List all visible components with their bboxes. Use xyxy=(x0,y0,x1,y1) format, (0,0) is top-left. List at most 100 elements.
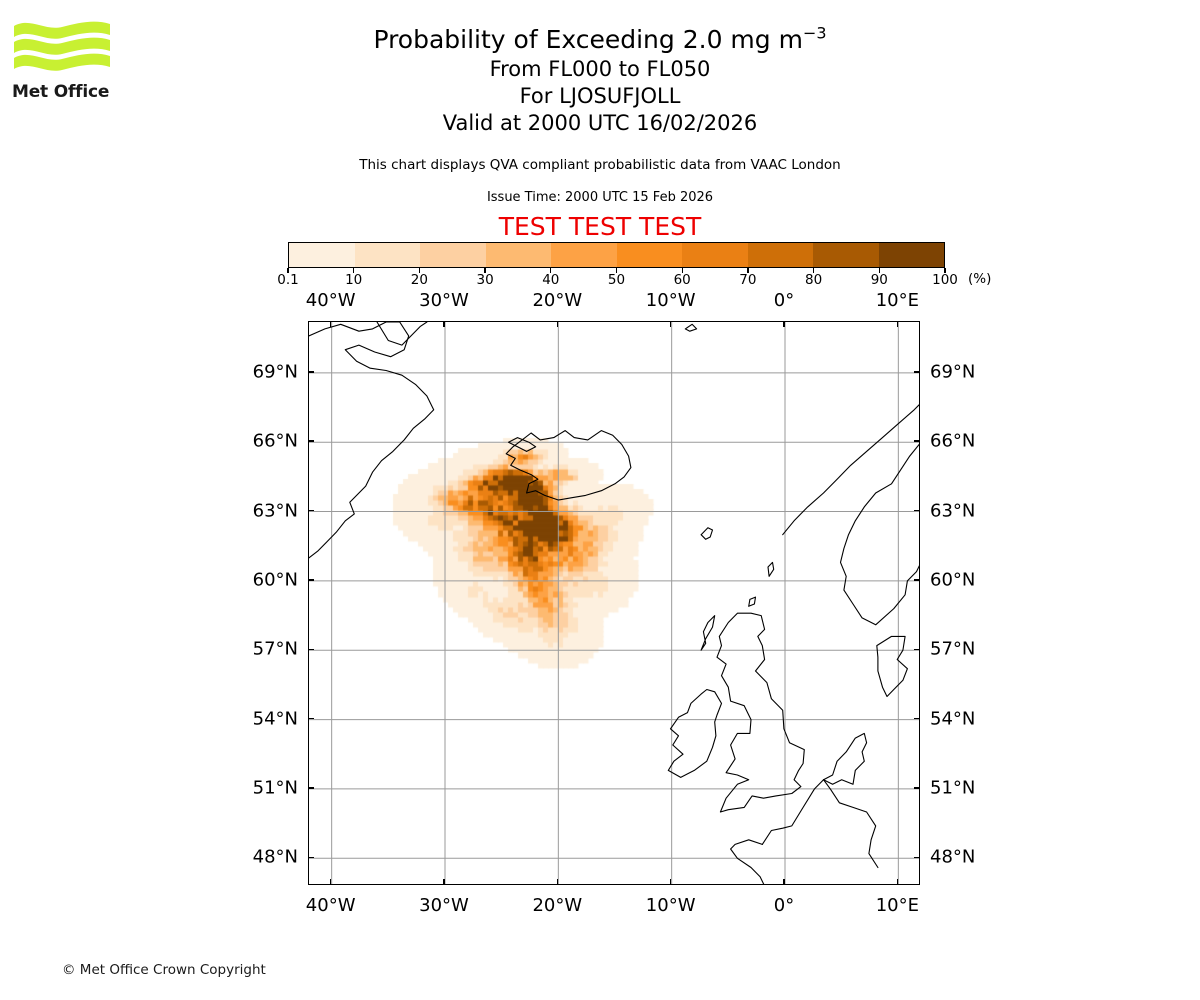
colorbar-segment-7 xyxy=(747,243,813,267)
lat-label-right-7: 69°N xyxy=(930,361,976,383)
lat-label-left-3: 57°N xyxy=(252,638,298,660)
flight-level-subtitle: From FL000 to FL050 xyxy=(489,57,711,81)
lat-label-right-5: 63°N xyxy=(930,500,976,522)
colorbar-segment-2 xyxy=(420,243,486,267)
lon-label-bottom-3: 10°W xyxy=(645,895,696,916)
lat-tick-left-7 xyxy=(308,371,314,373)
colorbar-unit-label: (%) xyxy=(968,271,992,287)
logo-wave-1 xyxy=(14,21,110,39)
ash-probability-heatmap xyxy=(309,322,919,884)
met-office-logo: Met Office xyxy=(12,18,122,118)
colorbar-tick-9 xyxy=(878,268,880,273)
colorbar-tick-8 xyxy=(812,268,815,273)
lon-tick-top-5 xyxy=(896,321,899,327)
colorbar-segment-0 xyxy=(289,243,355,267)
lon-label-top-0: 40°W xyxy=(305,290,356,311)
lon-tick-bottom-4 xyxy=(783,879,785,885)
logo-wave-2 xyxy=(14,37,110,55)
lat-label-right-0: 48°N xyxy=(930,846,976,868)
lat-tick-right-1 xyxy=(914,787,920,789)
lon-label-bottom-1: 30°W xyxy=(419,895,469,916)
colorbar-tick-5 xyxy=(615,268,618,273)
lat-tick-left-0 xyxy=(308,856,314,858)
issue-time: Issue Time: 2000 UTC 15 Feb 2026 xyxy=(486,190,714,205)
lon-label-bottom-0: 40°W xyxy=(305,895,356,916)
lon-tick-bottom-2 xyxy=(556,879,559,885)
lat-label-left-6: 66°N xyxy=(252,430,298,452)
lat-tick-right-0 xyxy=(914,856,920,858)
lon-label-top-2: 20°W xyxy=(532,290,583,311)
lon-label-top-3: 10°W xyxy=(645,290,696,311)
met-office-wave-mark xyxy=(14,21,110,71)
map-plot-area xyxy=(308,321,920,885)
lat-label-right-4: 60°N xyxy=(930,569,976,591)
lat-tick-right-7 xyxy=(914,371,920,373)
test-banner: TEST TEST TEST xyxy=(498,212,702,241)
lat-label-left-1: 51°N xyxy=(252,777,298,799)
colorbar-segment-1 xyxy=(354,243,420,267)
colorbar-segment-8 xyxy=(813,243,879,267)
lat-label-right-2: 54°N xyxy=(930,708,976,730)
lon-tick-top-4 xyxy=(783,321,785,327)
lat-label-left-0: 48°N xyxy=(252,846,298,868)
lat-tick-left-5 xyxy=(308,509,314,512)
page-title: Probability of Exceeding 2.0 mg m−3 xyxy=(0,24,1200,56)
lon-label-bottom-2: 20°W xyxy=(532,895,583,916)
colorbar-tick-label-0: 0.1 xyxy=(277,272,299,288)
lon-tick-top-1 xyxy=(443,321,445,327)
lat-label-right-6: 66°N xyxy=(930,430,976,452)
lon-tick-top-0 xyxy=(329,321,332,327)
lon-label-bottom-5: 10°E xyxy=(875,895,919,916)
colorbar-tick-label-3: 30 xyxy=(476,272,494,288)
colorbar-tick-4 xyxy=(550,268,552,273)
lat-tick-right-2 xyxy=(914,717,920,720)
chart-note: This chart displays QVA compliant probab… xyxy=(359,157,841,173)
colorbar-tick-6 xyxy=(681,268,683,273)
lat-tick-left-1 xyxy=(308,787,314,789)
lat-tick-right-3 xyxy=(914,648,920,650)
main-title-text: Probability of Exceeding 2.0 mg m xyxy=(373,25,803,54)
colorbar-tick-2 xyxy=(418,268,421,273)
colorbar-tick-label-4: 40 xyxy=(542,272,560,288)
colorbar-tick-label-8: 80 xyxy=(805,272,823,288)
lat-tick-right-4 xyxy=(914,579,920,581)
lon-tick-bottom-5 xyxy=(896,879,899,885)
lat-label-right-3: 57°N xyxy=(930,638,976,660)
lat-label-left-7: 69°N xyxy=(252,361,298,383)
colorbar-tick-1 xyxy=(353,268,355,273)
colorbar xyxy=(288,242,945,268)
colorbar-tick-7 xyxy=(747,268,749,273)
lon-label-top-1: 30°W xyxy=(419,290,469,311)
title-block: Probability of Exceeding 2.0 mg m−3 From… xyxy=(0,24,1200,137)
lon-tick-bottom-0 xyxy=(329,879,332,885)
colorbar-tick-label-7: 70 xyxy=(739,272,757,288)
volcano-subtitle: For LJOSUFJOLL xyxy=(519,84,681,108)
colorbar-segment-6 xyxy=(682,243,748,267)
colorbar-segment-9 xyxy=(878,243,944,267)
colorbar-tick-label-1: 10 xyxy=(345,272,363,288)
lon-tick-bottom-1 xyxy=(443,879,445,885)
colorbar-tick-label-5: 50 xyxy=(607,272,626,288)
colorbar-tick-0 xyxy=(287,268,289,273)
lon-label-bottom-4: 0° xyxy=(773,895,795,916)
colorbar-tick-label-10: 100 xyxy=(932,272,958,288)
main-title-exponent: −3 xyxy=(802,23,827,43)
lat-label-left-4: 60°N xyxy=(252,569,298,591)
colorbar-tick-3 xyxy=(484,268,486,273)
colorbar-segment-4 xyxy=(551,243,617,267)
lat-tick-left-3 xyxy=(308,648,314,650)
lat-tick-left-2 xyxy=(308,717,314,720)
lat-tick-left-4 xyxy=(308,579,314,581)
colorbar-tick-labels: 0.1 10 20 30 40 50 60 70 80 90 100 xyxy=(277,268,958,288)
lat-tick-right-5 xyxy=(914,509,920,512)
colorbar-segment-3 xyxy=(485,243,551,267)
lat-tick-right-6 xyxy=(914,440,920,442)
lon-tick-top-2 xyxy=(556,321,559,327)
lon-label-top-5: 10°E xyxy=(875,290,919,311)
valid-time-subtitle: Valid at 2000 UTC 16/02/2026 xyxy=(442,111,758,135)
copyright-notice: © Met Office Crown Copyright xyxy=(62,962,266,978)
met-office-logo-text: Met Office xyxy=(12,82,110,102)
lon-tick-bottom-3 xyxy=(669,879,672,885)
lat-label-right-1: 51°N xyxy=(930,777,976,799)
lat-tick-left-6 xyxy=(308,440,314,442)
